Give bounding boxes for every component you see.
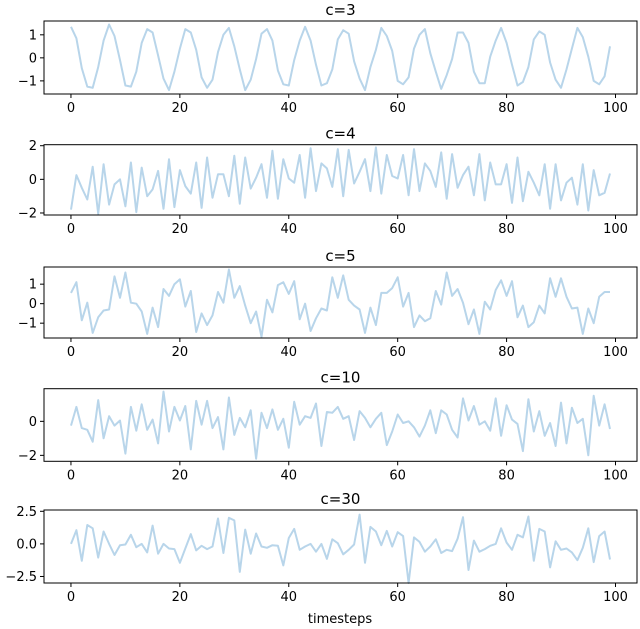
y-tick-label: 2 xyxy=(29,139,37,154)
x-tick-label: 60 xyxy=(389,468,406,483)
x-tick-label: 20 xyxy=(172,345,189,360)
axes-frame xyxy=(43,388,638,462)
subplot-title: c=4 xyxy=(325,125,355,143)
y-tick-label: 0.0 xyxy=(16,537,37,552)
x-tick-label: 0 xyxy=(67,101,75,116)
x-tick-label: 80 xyxy=(498,345,515,360)
axes-frame xyxy=(43,509,638,584)
y-tick-label: 0 xyxy=(29,173,37,188)
y-tick-label: 1 xyxy=(29,278,37,293)
x-tick-label: 40 xyxy=(280,222,297,237)
x-tick-label: 0 xyxy=(67,222,75,237)
x-tick-label: 40 xyxy=(280,468,297,483)
y-tick-label: −2.5 xyxy=(5,570,37,585)
series-line-c=4 xyxy=(70,146,611,215)
x-tick-label: 80 xyxy=(498,222,515,237)
series-line-c=3 xyxy=(70,23,611,92)
x-tick-label: 0 xyxy=(67,590,75,605)
x-tick-label: 80 xyxy=(498,590,515,605)
x-axis-label: timesteps xyxy=(308,612,372,627)
x-tick-label: 20 xyxy=(172,101,189,116)
y-tick-label: 2.5 xyxy=(16,505,37,520)
x-tick-label: 40 xyxy=(280,590,297,605)
x-tick-label: 20 xyxy=(172,222,189,237)
subplot-title: c=10 xyxy=(321,369,361,387)
x-tick-label: 80 xyxy=(498,468,515,483)
series-line-c=10 xyxy=(70,390,611,460)
y-tick-label: −1 xyxy=(18,74,37,89)
subplot-title: c=3 xyxy=(325,1,355,19)
x-tick-label: 60 xyxy=(389,222,406,237)
x-tick-label: 100 xyxy=(603,101,628,116)
y-tick-label: 0 xyxy=(29,51,37,66)
x-tick-label: 40 xyxy=(280,345,297,360)
axes-frame xyxy=(43,266,638,339)
x-tick-label: 100 xyxy=(603,590,628,605)
x-tick-label: 20 xyxy=(172,590,189,605)
x-tick-label: 60 xyxy=(389,101,406,116)
x-tick-label: 60 xyxy=(389,590,406,605)
x-tick-label: 100 xyxy=(603,222,628,237)
x-tick-label: 100 xyxy=(603,468,628,483)
subplot-title: c=5 xyxy=(325,247,355,265)
axes-frame xyxy=(43,144,638,216)
series-line-c=30 xyxy=(70,513,611,584)
y-tick-label: 0 xyxy=(29,415,37,430)
x-tick-label: 60 xyxy=(389,345,406,360)
x-tick-label: 40 xyxy=(280,101,297,116)
x-tick-label: 100 xyxy=(603,345,628,360)
x-tick-label: 80 xyxy=(498,101,515,116)
x-tick-label: 0 xyxy=(67,468,75,483)
x-tick-label: 0 xyxy=(67,345,75,360)
y-tick-label: −1 xyxy=(18,317,37,332)
y-tick-label: 1 xyxy=(29,28,37,43)
y-tick-label: 0 xyxy=(29,297,37,312)
y-tick-label: −2 xyxy=(18,449,37,464)
x-tick-label: 20 xyxy=(172,468,189,483)
subplot-title: c=30 xyxy=(321,490,361,508)
series-line-c=5 xyxy=(70,268,610,338)
y-tick-label: −2 xyxy=(18,206,37,221)
